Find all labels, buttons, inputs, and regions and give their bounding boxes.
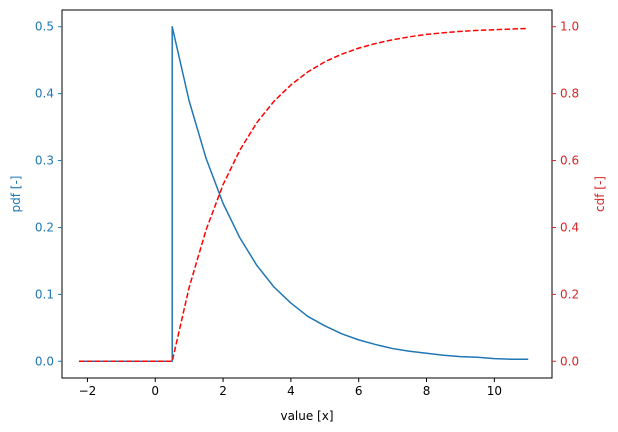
y-axis-right: 0.0 0.2 0.4 0.6 0.8 1.0 — [552, 20, 579, 368]
x-tick-label: −2 — [79, 384, 97, 398]
series-line-pdf — [78, 25, 529, 363]
y-right-tick-label: 0.8 — [560, 87, 579, 101]
x-tick-label: 6 — [355, 384, 363, 398]
y-right-tick-label: 0.6 — [560, 154, 579, 168]
series-line-cdf — [78, 27, 529, 363]
x-tick-label: 10 — [487, 384, 502, 398]
y-right-tick-label: 0.4 — [560, 220, 579, 234]
x-axis-label: value [x] — [280, 409, 333, 423]
x-axis: −2 0 2 4 6 8 10 — [79, 378, 502, 398]
y-left-tick-label: 0.4 — [35, 87, 54, 101]
y-axis-left-label: pdf [-] — [9, 176, 23, 213]
y-right-tick-label: 0.2 — [560, 287, 579, 301]
y-right-tick-label: 1.0 — [560, 20, 579, 34]
plot-frame — [61, 9, 553, 379]
y-left-tick-label: 0.2 — [35, 220, 54, 234]
plot-area — [78, 25, 529, 363]
y-right-tick-label: 0.0 — [560, 354, 579, 368]
x-tick-label: 2 — [219, 384, 227, 398]
y-axis-right-label: cdf [-] — [593, 176, 607, 212]
x-tick-label: 8 — [423, 384, 431, 398]
y-left-tick-label: 0.3 — [35, 154, 54, 168]
y-axis-left: 0.0 0.1 0.2 0.3 0.4 0.5 — [35, 20, 62, 368]
y-left-tick-label: 0.1 — [35, 287, 54, 301]
y-left-tick-label: 0.5 — [35, 20, 54, 34]
x-tick-label: 4 — [287, 384, 295, 398]
x-tick-label: 0 — [151, 384, 159, 398]
y-left-tick-label: 0.0 — [35, 354, 54, 368]
